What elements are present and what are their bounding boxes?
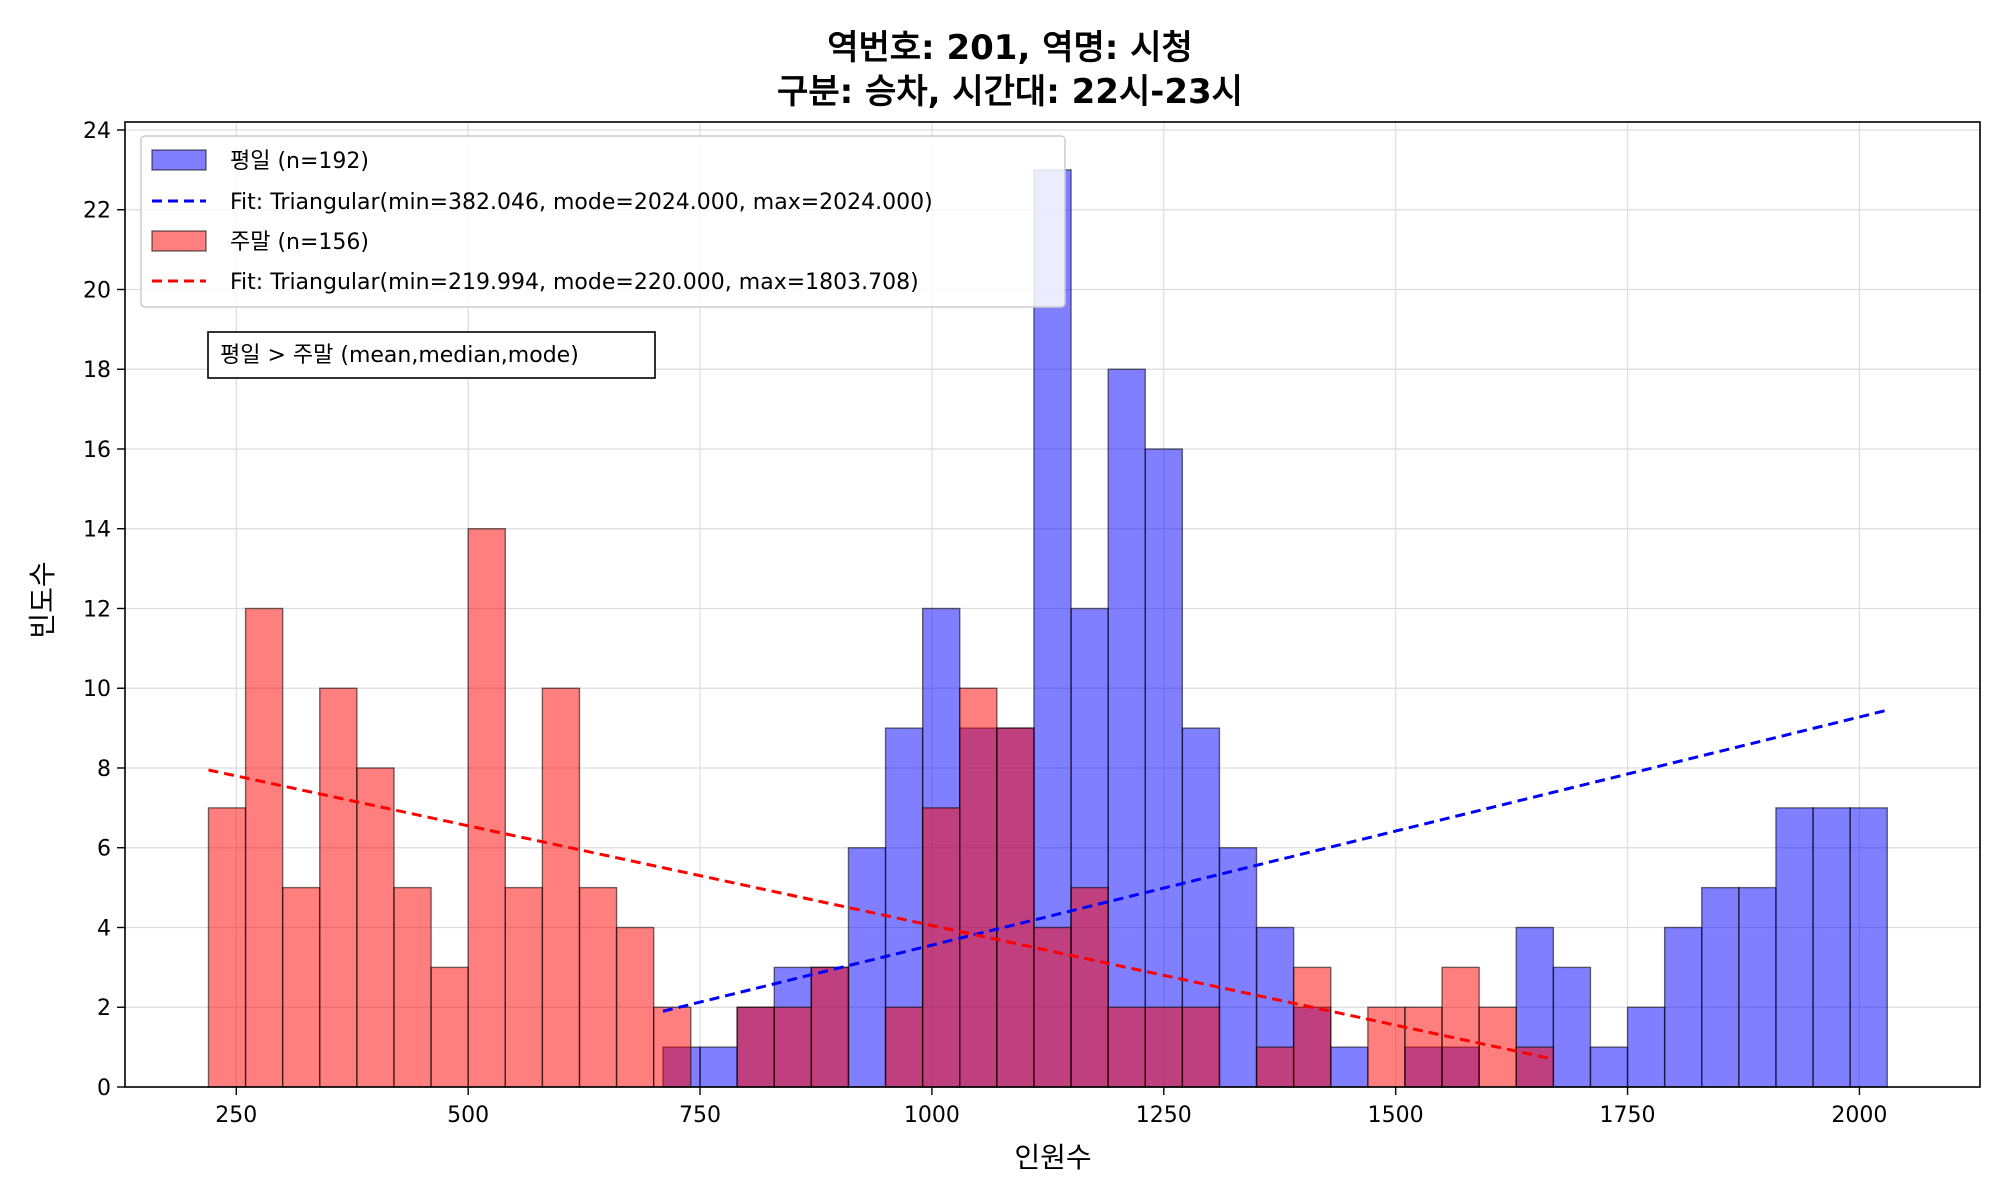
histogram-bar-weekend [467,528,506,1088]
x-tick-label: 1750 [1600,1103,1656,1128]
chart-title-line-1: 역번호: 201, 역명: 시청 [827,28,1193,68]
histogram-bar-weekday [699,1046,738,1088]
y-tick-label: 24 [83,119,111,144]
y-tick-label: 16 [83,438,111,463]
histogram-bar-weekend [652,1006,692,1088]
histogram-bar-weekday [1218,847,1258,1088]
histogram-bar-weekday [1812,807,1851,1088]
histogram-bar-weekend [1070,886,1109,1088]
fit-lines [208,708,1888,1061]
legend-label-weekend-fit: Fit: Triangular(min=219.994, mode=220.00… [230,270,919,295]
histogram-bar-weekday [1738,886,1777,1088]
x-axis-ticks: 250 500 750 1000 1250 1500 1750 2000 [215,1087,1887,1128]
x-tick-label: 750 [679,1103,721,1128]
histogram-bar-weekend [1033,926,1072,1088]
histogram-bar-weekend [1181,1006,1221,1088]
histogram-bar-weekday [1552,966,1592,1088]
histogram-bar-weekend [319,687,358,1088]
annotation-frame [207,331,656,379]
histogram-bar-weekend [810,966,850,1088]
legend-swatch-weekend [151,230,207,252]
legend-swatch-weekday [151,149,207,171]
legend: 평일 (n=192) Fit: Triangular(min=382.046, … [140,135,1066,308]
y-axis-label: 빈도수 [26,561,59,638]
y-tick-label: 14 [83,518,111,543]
annotation-box: 평일 > 주말 (mean,median,mode) [207,331,656,379]
histogram-bar-weekday [1775,807,1814,1088]
histogram-bar-weekend [281,886,321,1088]
histogram-bar-weekend [1107,1006,1146,1088]
y-tick-label: 20 [83,278,111,303]
y-tick-label: 12 [83,597,111,622]
histogram-bar-weekend [921,807,961,1088]
histogram-bar-weekend [504,886,544,1088]
histogram-bar-weekend [578,886,618,1088]
histogram-bar-weekend [996,727,1035,1088]
histogram-bar-weekend [1515,1046,1555,1088]
fit-line-weekend [208,768,1554,1061]
histogram-bar-weekend [773,1006,813,1088]
histogram-bar-weekday [1626,1006,1666,1088]
histogram-bar-weekend [541,687,581,1088]
histogram-bar-weekend [244,607,284,1088]
histogram-bar-weekday [1663,926,1703,1088]
histogram-bar-weekend [615,926,655,1088]
histogram-bar-weekend [1144,1006,1184,1088]
histogram-bar-weekday [1589,1046,1629,1088]
x-tick-label: 1250 [1136,1103,1192,1128]
histogram-bar-weekend [430,966,469,1088]
histogram-bar-weekend [356,767,395,1088]
histogram-bar-weekend [393,886,432,1088]
histogram-bar-weekend [1255,1046,1295,1088]
x-tick-label: 250 [215,1103,257,1128]
histogram-bar-weekend [884,1006,924,1088]
y-tick-label: 4 [97,916,111,941]
histogram-bar-weekday [1701,886,1740,1088]
x-axis-label: 인원수 [1014,1141,1091,1174]
histogram-bar-weekend [1441,966,1480,1088]
histogram-bar-weekend [1404,1006,1443,1088]
annotation-text: 평일 > 주말 (mean,median,mode) [220,343,579,368]
x-tick-label: 2000 [1831,1103,1887,1128]
histogram-bar-weekend [736,1006,775,1088]
histogram-bar-weekday [1107,368,1146,1088]
plot-frame [124,121,1981,1088]
y-tick-label: 10 [83,677,111,702]
y-tick-label: 18 [83,358,111,383]
fit-line-weekday [662,708,1888,1013]
histogram-bar-weekend [959,687,998,1088]
histogram-bar-weekend [207,807,247,1088]
histogram-bar-weekday [1144,448,1184,1088]
x-tick-label: 500 [447,1103,489,1128]
histogram-bar-weekday [847,847,887,1088]
legend-frame [140,135,1066,308]
legend-label-weekday: 평일 (n=192) [230,149,369,174]
y-tick-label: 8 [97,757,111,782]
x-tick-label: 1000 [904,1103,960,1128]
y-tick-label: 22 [83,199,111,224]
legend-label-weekend: 주말 (n=156) [230,230,369,255]
legend-label-weekday-fit: Fit: Triangular(min=382.046, mode=2024.0… [230,190,933,215]
x-tick-label: 1500 [1368,1103,1424,1128]
histogram-bar-weekday [1330,1046,1369,1088]
histogram-bar-weekday [1849,807,1888,1088]
y-tick-label: 2 [97,996,111,1021]
histogram-bar-weekend [1292,966,1332,1088]
chart-title-line-2: 구분: 승차, 시간대: 22시-23시 [777,72,1243,112]
histogram-bars [207,169,1888,1088]
y-tick-label: 6 [97,837,111,862]
y-tick-label: 0 [97,1076,111,1101]
